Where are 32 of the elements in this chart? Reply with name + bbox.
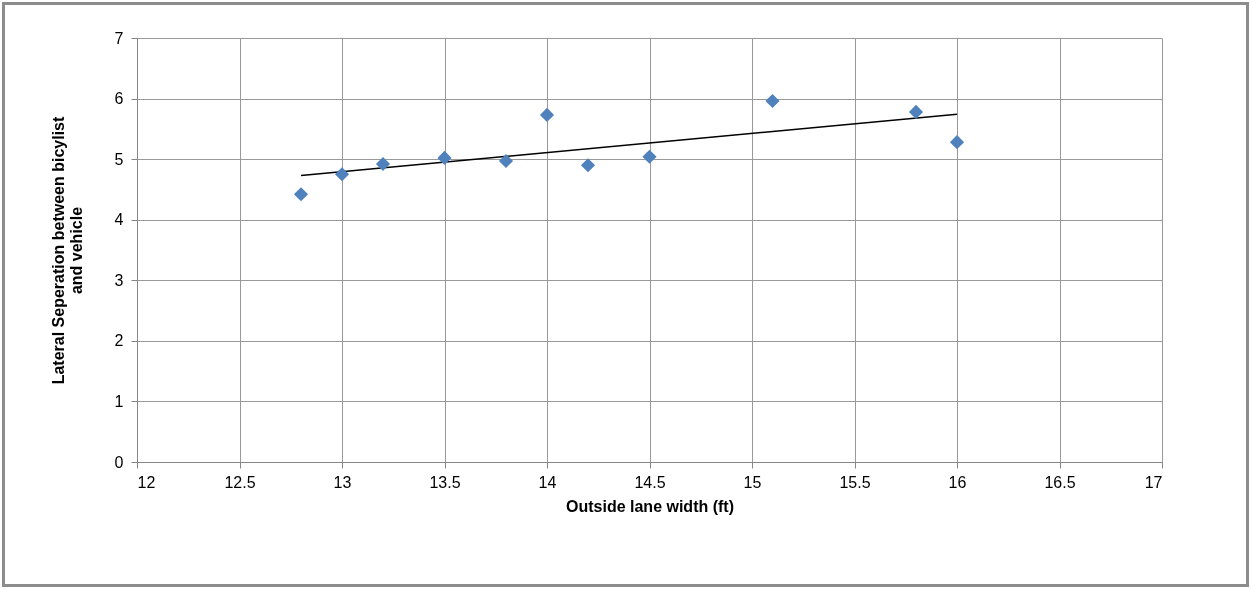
x-tick-label: 14.5 — [634, 473, 666, 491]
point — [765, 93, 780, 109]
point — [498, 153, 514, 169]
x-tick-label: 12 — [137, 473, 156, 491]
x-tick-label: 17 — [1144, 473, 1163, 491]
y-tick-label: 2 — [114, 332, 124, 350]
x-axis-title: Outside lane width (ft) — [566, 497, 734, 515]
point — [375, 156, 391, 172]
x-tick-label: 15 — [743, 473, 762, 491]
y-tick-label: 4 — [114, 211, 124, 229]
x-tick-label: 14 — [538, 473, 557, 491]
point — [334, 167, 350, 182]
point — [539, 107, 555, 122]
y-tick-label: 5 — [114, 150, 124, 168]
point — [437, 150, 452, 165]
y-tick-label: 0 — [114, 453, 124, 471]
y-tick-label: 6 — [114, 90, 124, 108]
point — [908, 104, 924, 119]
point — [642, 149, 657, 164]
point — [949, 135, 965, 150]
x-tick-label: 12.5 — [224, 473, 256, 491]
y-tick-label: 7 — [114, 29, 124, 47]
point — [580, 158, 596, 173]
y-axis-title: Lateral Seperation between bicylist and vehicle — [49, 116, 85, 385]
y-tick-label: 3 — [114, 271, 124, 289]
x-tick-label: 13 — [333, 473, 352, 491]
x-tick-label: 13.5 — [429, 473, 461, 491]
y-tick-label: 1 — [114, 392, 124, 410]
point — [293, 187, 309, 202]
x-tick-label: 16.5 — [1044, 473, 1076, 491]
x-tick-label: 15.5 — [839, 473, 871, 491]
x-tick-label: 16 — [948, 473, 967, 491]
